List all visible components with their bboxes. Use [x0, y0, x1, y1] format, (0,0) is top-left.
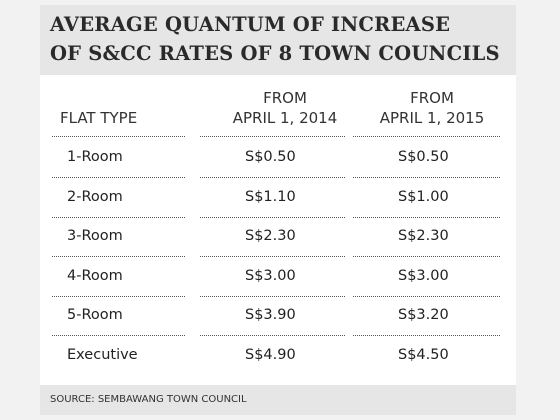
flat-type: 2-Room [67, 188, 123, 205]
column-header: FROM [263, 89, 307, 107]
rate: S$3.00 [245, 267, 296, 284]
flat-type: 1-Room [67, 149, 123, 165]
rate: S$3.90 [245, 307, 296, 323]
row-divider [353, 177, 500, 178]
row-divider [52, 136, 185, 137]
column-header: APRIL 1, 2015 [379, 109, 485, 127]
rate: S$3.00 [398, 267, 449, 284]
row-divider [52, 335, 185, 336]
title-line: OF S&CC RATES OF 8 TOWN COUNCILS [50, 42, 500, 65]
column-header: FLAT TYPE [60, 109, 138, 127]
source-note: SOURCE: SEMBAWANG TOWN COUNCIL [50, 394, 247, 405]
rate: S$4.90 [245, 346, 296, 363]
row-divider [52, 216, 185, 218]
row-divider [353, 335, 500, 336]
row-divider [200, 216, 345, 218]
rate: S$1.00 [398, 188, 449, 205]
row-divider [200, 256, 345, 257]
rate: S$0.50 [245, 149, 296, 165]
infographic-card: AVERAGE QUANTUM OF INCREASE OF S&CC RATES… [40, 5, 516, 415]
row-divider [353, 295, 500, 297]
row-divider [52, 295, 185, 297]
rate: S$1.10 [245, 188, 296, 205]
column-header: FROM [410, 89, 454, 107]
row-divider [200, 136, 345, 137]
flat-type: 4-Room [67, 267, 123, 284]
flat-type: 3-Room [67, 228, 123, 244]
rate: S$2.30 [245, 228, 296, 244]
row-divider [200, 295, 345, 297]
flat-type: 5-Room [67, 307, 123, 323]
footer: SOURCE: SEMBAWANG TOWN COUNCIL [40, 385, 516, 415]
title-box: AVERAGE QUANTUM OF INCREASE OF S&CC RATES… [40, 5, 516, 75]
row-divider [200, 177, 345, 178]
column-header: APRIL 1, 2014 [232, 109, 338, 127]
row-divider [200, 335, 345, 336]
rate: S$3.20 [398, 307, 449, 323]
title-line: AVERAGE QUANTUM OF INCREASE [50, 13, 451, 36]
flat-type: Executive [67, 346, 138, 363]
rate: S$2.30 [398, 228, 449, 244]
row-divider [52, 256, 185, 257]
row-divider [353, 216, 500, 218]
rate: S$4.50 [398, 346, 449, 363]
row-divider [353, 136, 500, 137]
row-divider [52, 177, 185, 178]
row-divider [353, 256, 500, 257]
rate: S$0.50 [398, 149, 449, 165]
